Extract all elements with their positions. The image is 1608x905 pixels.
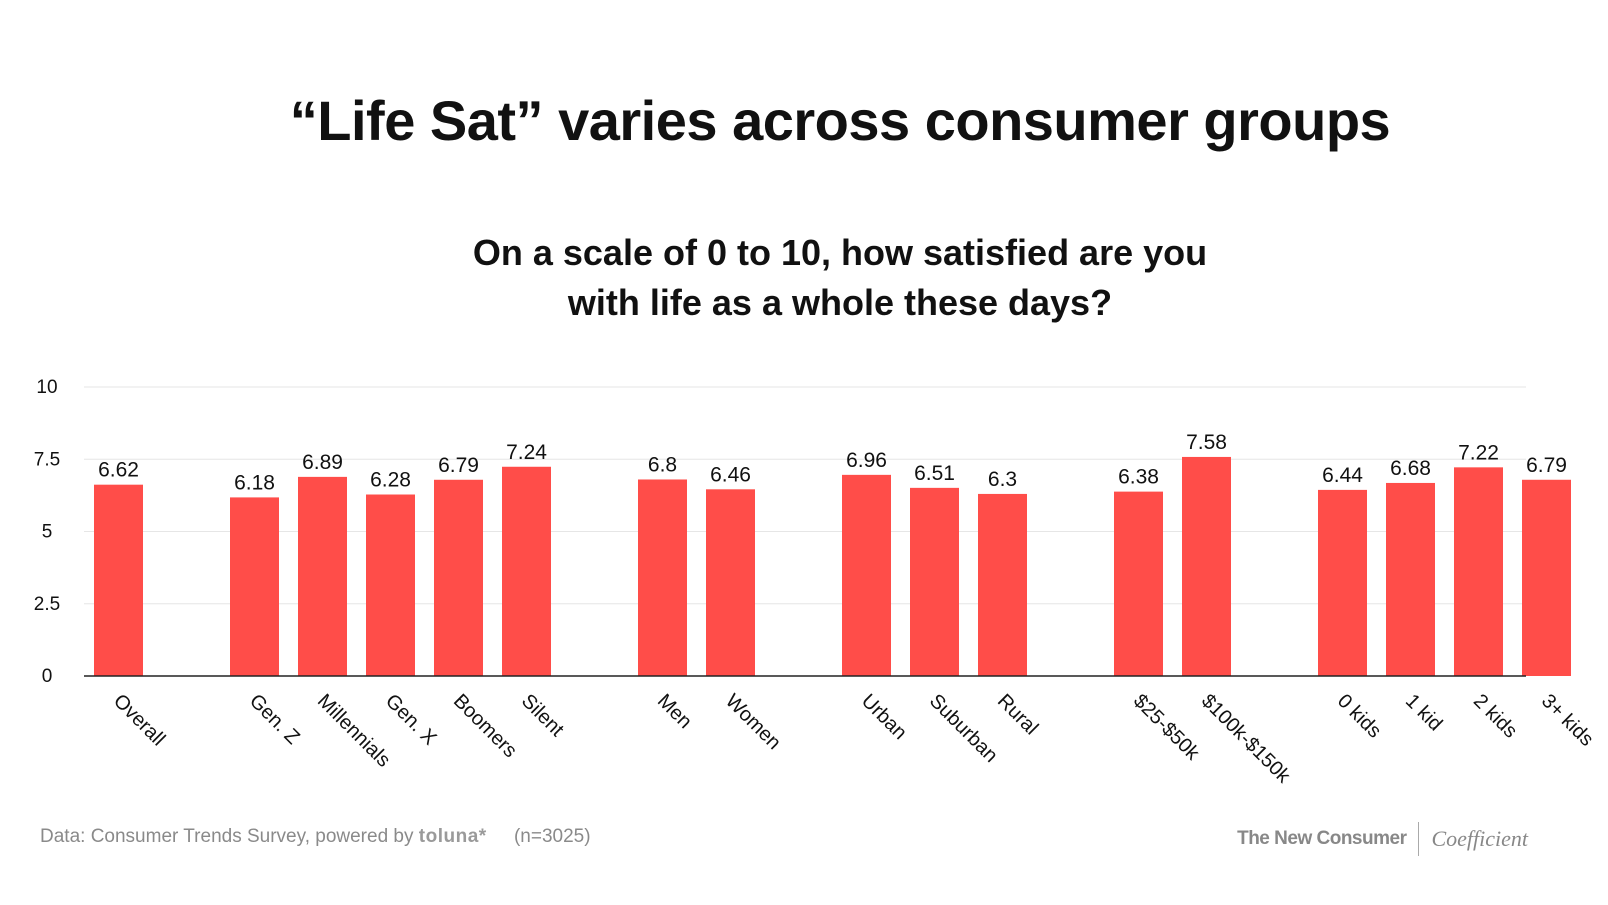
x-tick-label: Rural [993, 690, 1042, 739]
bar [910, 487, 959, 676]
data-label: 7.22 [1458, 441, 1499, 464]
toluna-logo: toluna* [418, 826, 487, 847]
bar [1386, 482, 1435, 676]
data-label: 6.18 [234, 471, 275, 494]
x-tick-label: $25-$50k [1129, 690, 1204, 765]
bar [706, 489, 755, 676]
x-tick-label: 0 kids [1333, 690, 1386, 743]
subtitle-line-2: with life as a whole these days? [567, 282, 1113, 323]
the-new-consumer-logo: The New Consumer [1237, 828, 1407, 849]
data-label: 6.44 [1322, 464, 1363, 487]
data-label: 7.24 [506, 441, 547, 464]
logo-divider [1418, 822, 1420, 856]
source-text: Data: Consumer Trends Survey, powered by [40, 826, 414, 847]
data-label: 6.89 [302, 451, 343, 474]
x-tick-label: Men [653, 690, 696, 733]
x-tick-label: 1 kid [1401, 690, 1446, 735]
y-tick-label: 0 [42, 666, 53, 687]
x-tick-label: $100k-$150k [1197, 690, 1295, 788]
bar [978, 493, 1027, 676]
y-tick-label: 5 [42, 522, 53, 543]
x-tick-label: Millennials [313, 690, 395, 772]
data-source: Data: Consumer Trends Survey, powered by… [40, 826, 591, 848]
data-label: 6.46 [710, 463, 751, 486]
bar [230, 497, 279, 676]
x-tick-label: Boomers [449, 690, 521, 762]
chart-title: “Life Sat” varies across consumer groups [289, 89, 1391, 152]
bar [1522, 479, 1571, 676]
bar [842, 474, 891, 676]
bar [502, 466, 551, 676]
bar [1114, 491, 1163, 676]
chart-subtitle: On a scale of 0 to 10, how satisfied are… [0, 228, 1608, 328]
sample-size: (n=3025) [513, 826, 591, 847]
data-label: 6.3 [988, 468, 1017, 491]
x-tick-label: Overall [109, 690, 169, 750]
x-tick-label: 3+ kids [1537, 690, 1598, 751]
x-tick-label: 2 kids [1469, 690, 1522, 743]
bar [638, 479, 687, 676]
bar [366, 494, 415, 676]
data-label: 6.38 [1118, 466, 1159, 489]
data-label: 6.79 [438, 454, 479, 477]
coefficient-logo: Coefficient [1431, 826, 1528, 851]
data-label: 6.51 [914, 462, 955, 485]
x-tick-label: Gen. X [381, 690, 441, 750]
x-tick-label: Gen. Z [245, 690, 304, 749]
y-tick-label: 2.5 [34, 594, 60, 615]
bar [298, 476, 347, 676]
data-label: 6.79 [1526, 454, 1567, 477]
x-tick-label: Silent [517, 690, 568, 741]
data-label: 7.58 [1186, 431, 1227, 454]
data-label: 6.96 [846, 449, 887, 472]
x-tick-label: Women [721, 690, 785, 754]
data-label: 6.28 [370, 469, 411, 492]
data-label: 6.8 [648, 453, 677, 476]
x-tick-label: Suburban [925, 690, 1002, 767]
bar [1318, 489, 1367, 676]
y-tick-label: 7.5 [34, 449, 60, 470]
x-tick-label: Urban [857, 690, 911, 744]
publisher-logos: The New Consumer Coefficient [1237, 822, 1528, 856]
bar [94, 484, 143, 676]
subtitle-line-1: On a scale of 0 to 10, how satisfied are… [472, 232, 1208, 273]
bar [1454, 467, 1503, 676]
y-tick-label: 10 [36, 377, 57, 398]
data-label: 6.68 [1390, 457, 1431, 480]
bar [434, 479, 483, 676]
bar [1182, 456, 1231, 676]
data-label: 6.62 [98, 459, 139, 482]
